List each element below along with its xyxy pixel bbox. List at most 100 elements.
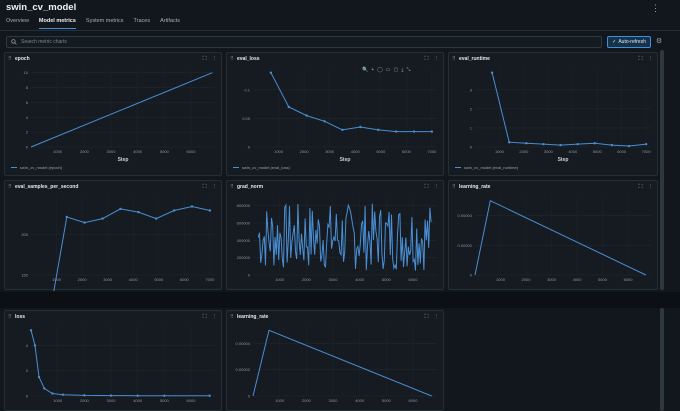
comment-icon[interactable]: ▭	[385, 67, 391, 73]
x-tick-label: 2000	[302, 277, 312, 282]
fullscreen-icon[interactable]: ⛶	[424, 314, 429, 320]
y-tick-label: 2	[470, 106, 473, 111]
line-chart[interactable]: 0 200000 400000 600000 800000 1000 2000 3000 400…	[227, 181, 445, 291]
x-tick-label: 6000	[624, 277, 634, 282]
y-tick-label: 0	[248, 394, 251, 399]
fullscreen-icon[interactable]: ⛶	[202, 184, 207, 190]
y-tick-label: 800000	[237, 203, 251, 208]
x-tick-label: 6000	[409, 398, 419, 403]
chart-legend[interactable]: swin_cv_model (eval_runtime)	[455, 165, 518, 170]
data-point	[610, 143, 614, 147]
zoom-icon[interactable]: 🔍	[362, 67, 369, 73]
line-chart[interactable]: 150 200 1000 2000 3000 4000 5000 6000 7000	[5, 181, 223, 291]
fullscreen-icon[interactable]: ⛶	[202, 314, 207, 320]
x-tick-label: 4000	[133, 398, 143, 403]
x-tick-label: 5000	[160, 149, 170, 154]
series-line	[257, 203, 432, 271]
search-box[interactable]	[6, 36, 602, 48]
kebab-icon[interactable]: ⋮	[647, 56, 654, 62]
drag-handle-icon[interactable]: ⠿	[452, 184, 456, 190]
line-chart[interactable]: 0 2 4 6 8 10 1000 2000 3000 4000 5000 6000 Step	[5, 53, 223, 177]
data-point	[136, 394, 139, 397]
scrollbar[interactable]	[660, 50, 664, 290]
x-tick-label: 4000	[129, 277, 139, 282]
line-chart[interactable]: 0 0.05 0.1 1000 2000 3000 4000 5000 6000 7000 Step	[227, 53, 445, 177]
tab-traces[interactable]: Traces	[133, 18, 151, 24]
kebab-icon[interactable]: ⋮	[651, 3, 660, 13]
drag-handle-icon[interactable]: ⠿	[452, 56, 456, 62]
crosshair-icon[interactable]: +	[371, 67, 375, 73]
fullscreen-icon[interactable]: ⛶	[424, 184, 429, 190]
x-tick-label: 1000	[495, 149, 505, 154]
y-tick-label: 10	[24, 70, 29, 75]
line-chart[interactable]: 0 2 4 1000 2000 3000 4000 5000 6000	[5, 311, 223, 411]
data-point	[287, 105, 290, 109]
x-tick-label: 6000	[187, 149, 197, 154]
box-select-icon[interactable]: ▢	[393, 67, 399, 73]
search-input[interactable]	[21, 39, 521, 45]
x-tick-label: 4000	[355, 277, 365, 282]
kebab-icon[interactable]: ⋮	[211, 56, 218, 62]
data-point	[341, 128, 344, 132]
x-tick-label: 4000	[573, 277, 583, 282]
y-tick-label: 0.1	[244, 87, 250, 92]
chart-legend[interactable]: swin_cv_model (eval_loss)	[233, 165, 290, 170]
chart-title: learning_rate	[459, 184, 491, 190]
kebab-icon[interactable]: ⋮	[433, 56, 440, 62]
data-point	[51, 392, 54, 395]
chart-legend[interactable]: swin_cv_model (epoch)	[11, 165, 62, 170]
auto-refresh-button[interactable]: ✓ Auto-refresh	[607, 36, 651, 48]
y-tick-label: 0	[26, 145, 29, 150]
y-tick-label: 2	[26, 368, 29, 373]
data-point	[155, 217, 158, 220]
legend-label: swin_cv_model (epoch)	[20, 165, 63, 170]
x-tick-label: 3000	[329, 277, 339, 282]
fullscreen-icon[interactable]: ⛶	[424, 56, 429, 62]
kebab-icon[interactable]: ⋮	[433, 184, 440, 190]
chart-panel-learning-rate: ⠿ learning_rate ⛶ ⋮ 0 0.00002 0.00004 1000 200…	[226, 310, 444, 411]
data-point	[65, 215, 68, 219]
gear-icon[interactable]: ⚙	[655, 38, 663, 45]
drag-handle-icon[interactable]: ⠿	[230, 184, 234, 190]
kebab-icon[interactable]: ⋮	[211, 184, 218, 190]
line-chart[interactable]: 0 1 2 3 1000 2000 3000 4000 5000 6000 7000 Step	[449, 53, 659, 177]
drag-handle-icon[interactable]: ⠿	[230, 56, 234, 62]
x-tick-label: 7000	[427, 149, 437, 154]
lasso-icon[interactable]: ◯	[377, 67, 383, 73]
drag-handle-icon[interactable]: ⠿	[230, 314, 234, 320]
kebab-icon[interactable]: ⋮	[433, 314, 440, 320]
x-tick-label: 6000	[617, 149, 627, 154]
data-point	[525, 141, 528, 145]
fullscreen-icon[interactable]: ⛶	[638, 184, 643, 190]
data-point	[119, 207, 122, 211]
x-tick-label: 1000	[275, 277, 285, 282]
line-chart[interactable]: 0 0.00002 0.00004 1000 2000 3000 4000 5000 6000	[227, 311, 445, 411]
x-tick-label: 7000	[205, 277, 215, 282]
drag-handle-icon[interactable]: ⠿	[8, 56, 12, 62]
y-tick-label: 6	[26, 100, 29, 105]
drag-handle-icon[interactable]: ⠿	[8, 314, 12, 320]
tabs-divider	[0, 30, 680, 31]
x-tick-label: 2000	[300, 149, 310, 154]
scrollbar[interactable]	[660, 308, 664, 411]
fullscreen-icon[interactable]: ⛶	[202, 56, 207, 62]
x-tick-label: 3000	[107, 149, 117, 154]
tab-overview[interactable]: Overview	[6, 18, 29, 24]
tab-artifacts[interactable]: Artifacts	[160, 18, 180, 24]
download-icon[interactable]: ⤓	[401, 67, 404, 73]
data-point	[559, 143, 562, 147]
drag-handle-icon[interactable]: ⠿	[8, 184, 12, 190]
kebab-icon[interactable]: ⋮	[647, 184, 654, 190]
tab-system-metrics[interactable]: System metrics	[85, 18, 124, 24]
line-chart[interactable]: 0 0.00002 0.00004 1000 2000 3000 4000 5000 6000	[449, 181, 659, 291]
fullscreen-icon[interactable]: ⛶	[638, 56, 643, 62]
search-icon	[11, 39, 17, 45]
reset-icon[interactable]: ⤡	[406, 67, 411, 73]
data-point	[43, 387, 46, 390]
legend-label: swin_cv_model (eval_loss)	[242, 165, 290, 170]
x-tick-label: 5000	[382, 398, 392, 403]
x-tick-label: 4000	[355, 398, 365, 403]
kebab-icon[interactable]: ⋮	[211, 314, 218, 320]
tab-model-metrics[interactable]: Model metrics	[38, 18, 76, 29]
data-point	[163, 394, 166, 397]
